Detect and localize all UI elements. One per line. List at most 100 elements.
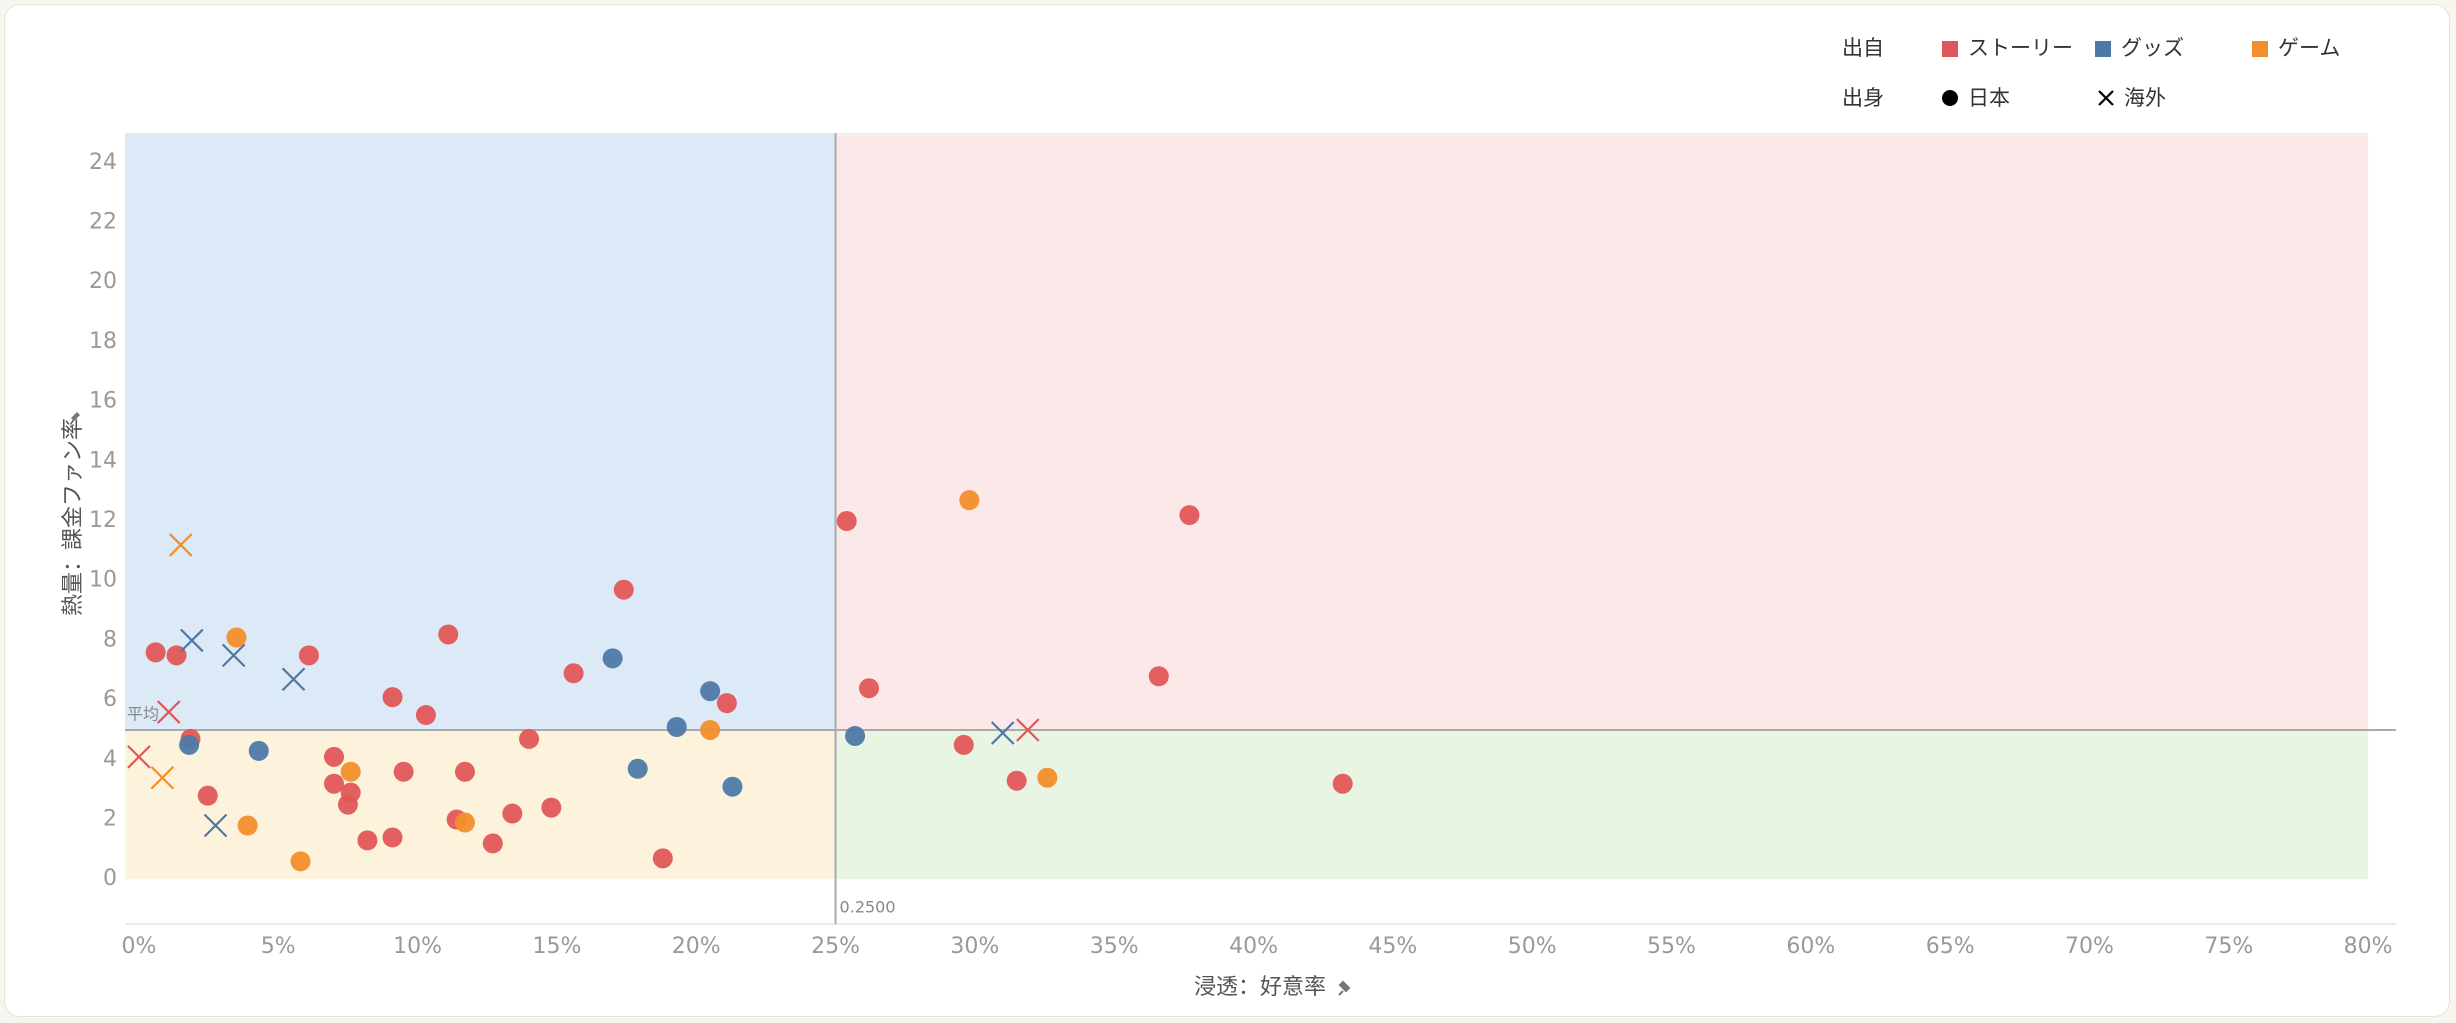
y-tick-label: 12 [89,508,117,533]
point [180,628,204,653]
point [393,761,414,782]
x-tick-label: 55% [1647,934,1696,959]
point [382,687,403,708]
x-tick-label: 35% [1090,934,1139,959]
x-tick-label: 30% [950,934,999,959]
point [700,719,721,740]
legend-title: 出身 [1842,86,1884,110]
point [953,734,974,755]
point [666,716,687,737]
point [1148,666,1169,687]
point [716,693,737,714]
x-tick-label: 80% [2344,934,2393,959]
reference-label: 0.2500 [840,898,896,917]
point [168,533,193,557]
y-tick-label: 18 [89,329,117,354]
quadrant [835,729,2369,880]
legend-symbol [2098,90,2114,106]
x-tick-label: 65% [1926,934,1975,959]
y-tick-label: 4 [103,747,117,772]
y-tick-label: 22 [89,210,117,235]
y-tick-label: 14 [89,448,117,473]
point [652,848,673,869]
point [179,734,200,755]
y-axis-title: 熱量：課金ファン率 [61,418,86,616]
y-tick-label: 20 [89,269,117,294]
point [722,776,743,797]
legend-swatch [1942,41,1958,57]
x-tick-label: 5% [261,934,296,959]
point [226,627,247,648]
point [150,765,175,790]
point [482,833,503,854]
point [541,797,562,818]
pin-icon [71,412,80,421]
point [990,721,1015,745]
legend-label: グッズ [2121,36,2184,60]
point [454,761,475,782]
point [454,812,475,833]
y-tick-label: 24 [89,150,117,175]
marks [127,90,2114,872]
legend-label: 日本 [1968,86,2010,110]
point [858,678,879,699]
x-tick-label: 20% [672,934,721,959]
legend-label: ストーリー [1968,36,2073,60]
point [357,830,378,851]
x-tick-label: 50% [1508,934,1557,959]
x-tick-label: 75% [2204,934,2253,959]
x-tick-label: 70% [2065,934,2114,959]
point [1006,770,1027,791]
point [1179,505,1200,526]
point [290,851,311,872]
x-tick-label: 25% [811,934,860,959]
point [502,803,523,824]
point [845,725,866,746]
point [221,643,246,668]
point [563,663,584,684]
point [298,645,319,666]
x-axis-title: 浸透：好意率 [1194,975,1326,1000]
point [836,511,857,532]
y-tick-label: 8 [103,627,117,652]
point [1037,767,1058,788]
legend-swatch [2252,41,2268,57]
quadrant [835,133,2369,730]
point [959,490,980,511]
y-tick-label: 6 [103,687,117,712]
legend-swatch [2095,41,2111,57]
lines [125,133,2396,925]
x-tick-label: 15% [532,934,581,959]
x-tick-label: 45% [1368,934,1417,959]
x-tick-label: 60% [1786,934,1835,959]
point [1016,718,1040,742]
pin-icon [1338,980,1351,996]
point [248,740,269,761]
y-tick-label: 10 [89,568,117,593]
point [438,624,459,645]
y-tick-label: 0 [103,866,117,891]
legend-label: ゲーム [2278,36,2340,60]
point [602,648,623,669]
quadrant [125,729,836,880]
point [127,745,151,769]
point [145,642,166,663]
x-tick-label: 40% [1229,934,1278,959]
y-tick-label: 16 [89,389,117,414]
reference-label: 平均 [127,704,159,723]
point [1332,773,1353,794]
point [197,785,218,806]
point [323,773,344,794]
point [415,705,436,726]
point [237,815,258,836]
y-tick-label: 2 [103,807,117,832]
legend-symbol [1942,90,1958,106]
legend-title: 出自 [1842,36,1884,60]
point [203,813,228,838]
point [281,667,306,692]
x-tick-label: 10% [393,934,442,959]
point [627,758,648,779]
point [519,728,540,749]
legend-label: 海外 [2124,86,2166,110]
